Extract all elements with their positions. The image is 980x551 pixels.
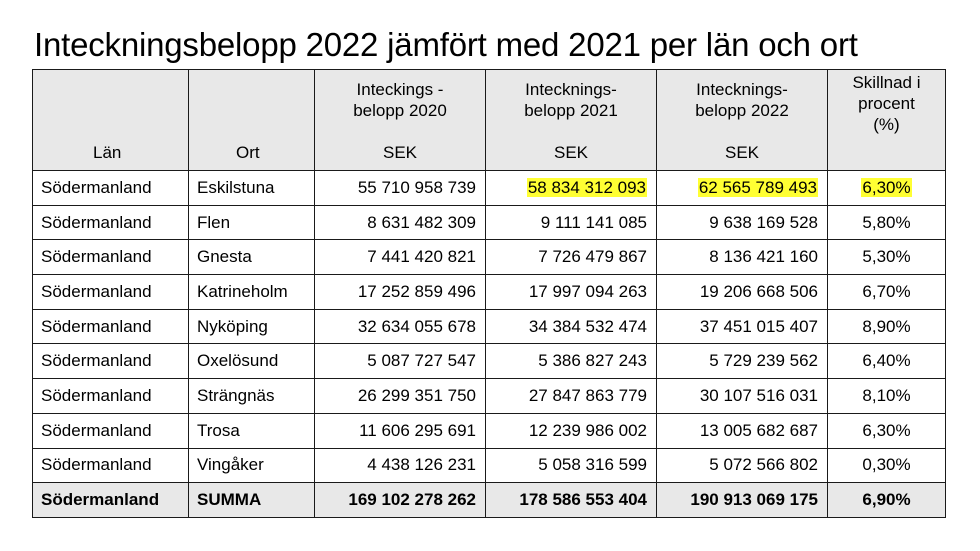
table-row: Södermanland Katrineholm 17 252 859 496 … (32, 274, 946, 310)
cell-belopp-2022: 5 072 566 802 (656, 447, 828, 484)
summary-ort: SUMMA (188, 482, 315, 518)
cell-belopp-2022: 5 729 239 562 (656, 343, 828, 380)
cell-ort: Gnesta (188, 239, 315, 276)
cell-lan: Södermanland (32, 274, 189, 310)
highlighted-value: 58 834 312 093 (526, 177, 647, 197)
header-belopp-2021-label: Intecknings- belopp 2021 (524, 80, 618, 120)
cell-belopp-2021: 5 058 316 599 (485, 447, 657, 484)
header-belopp-2022-unit: SEK (724, 143, 760, 162)
table-row: Södermanland Strängnäs 26 299 351 750 27… (32, 378, 946, 414)
highlighted-value: 6,30% (861, 177, 912, 197)
cell-skillnad: 5,30% (827, 239, 946, 276)
cell-skillnad: 8,10% (827, 378, 946, 414)
table-body: Södermanland Eskilstuna 55 710 958 739 5… (32, 170, 946, 518)
cell-lan: Södermanland (32, 239, 189, 276)
cell-lan: Södermanland (32, 170, 189, 206)
header-lan: Län (32, 69, 189, 171)
header-belopp-2020: Inteckings - belopp 2020 SEK (314, 69, 486, 171)
cell-lan: Södermanland (32, 412, 189, 449)
summary-skillnad: 6,90% (827, 482, 946, 518)
summary-row: Södermanland SUMMA 169 102 278 262 178 5… (32, 482, 946, 518)
header-skillnad-label: Skillnad i procent (%) (852, 73, 921, 134)
summary-belopp-2020: 169 102 278 262 (314, 482, 486, 518)
cell-lan: Södermanland (32, 343, 189, 380)
table-row: Södermanland Eskilstuna 55 710 958 739 5… (32, 170, 946, 206)
cell-belopp-2020: 55 710 958 739 (314, 170, 486, 206)
cell-lan: Södermanland (32, 378, 189, 414)
cell-belopp-2020: 4 438 126 231 (314, 447, 486, 484)
cell-skillnad: 6,40% (827, 343, 946, 380)
cell-ort: Vingåker (188, 447, 315, 484)
cell-belopp-2022: 9 638 169 528 (656, 204, 828, 241)
header-belopp-2020-label: Inteckings - belopp 2020 (353, 80, 447, 120)
table-row: Södermanland Vingåker 4 438 126 231 5 05… (32, 447, 946, 484)
cell-belopp-2022: 37 451 015 407 (656, 308, 828, 345)
cell-belopp-2022: 30 107 516 031 (656, 378, 828, 414)
cell-ort: Trosa (188, 412, 315, 449)
cell-ort: Eskilstuna (188, 170, 315, 206)
cell-ort: Strängnäs (188, 378, 315, 414)
cell-skillnad: 6,30% (827, 412, 946, 449)
cell-belopp-2022: 13 005 682 687 (656, 412, 828, 449)
cell-belopp-2022: 19 206 668 506 (656, 274, 828, 310)
header-belopp-2021-unit: SEK (553, 143, 589, 162)
header-ort: Ort (188, 69, 315, 171)
table-row: Södermanland Oxelösund 5 087 727 547 5 3… (32, 343, 946, 380)
cell-belopp-2021: 27 847 863 779 (485, 378, 657, 414)
header-ort-label: Ort (236, 143, 260, 162)
summary-belopp-2021: 178 586 553 404 (485, 482, 657, 518)
mortgage-table: Län Ort Inteckings - belopp 2020 SEK Int… (32, 69, 946, 518)
cell-belopp-2020: 5 087 727 547 (314, 343, 486, 380)
cell-ort: Katrineholm (188, 274, 315, 310)
cell-belopp-2020: 7 441 420 821 (314, 239, 486, 276)
header-lan-label: Län (93, 143, 122, 162)
cell-skillnad: 6,30% (827, 170, 946, 206)
table-row: Södermanland Flen 8 631 482 309 9 111 14… (32, 204, 946, 241)
header-belopp-2022: Intecknings- belopp 2022 SEK (656, 69, 828, 171)
cell-belopp-2022: 62 565 789 493 (656, 170, 828, 206)
cell-skillnad: 8,90% (827, 308, 946, 345)
cell-skillnad: 5,80% (827, 204, 946, 241)
cell-belopp-2022: 8 136 421 160 (656, 239, 828, 276)
table-row: Södermanland Trosa 11 606 295 691 12 239… (32, 412, 946, 449)
summary-belopp-2022: 190 913 069 175 (656, 482, 828, 518)
header-belopp-2020-unit: SEK (382, 143, 418, 162)
cell-lan: Södermanland (32, 204, 189, 241)
header-row: Län Ort Inteckings - belopp 2020 SEK Int… (32, 69, 946, 171)
cell-belopp-2021: 58 834 312 093 (485, 170, 657, 206)
table-row: Södermanland Nyköping 32 634 055 678 34 … (32, 308, 946, 345)
cell-belopp-2020: 11 606 295 691 (314, 412, 486, 449)
cell-skillnad: 6,70% (827, 274, 946, 310)
cell-skillnad: 0,30% (827, 447, 946, 484)
cell-belopp-2020: 32 634 055 678 (314, 308, 486, 345)
cell-ort: Oxelösund (188, 343, 315, 380)
header-belopp-2021: Intecknings- belopp 2021 SEK (485, 69, 657, 171)
summary-lan: Södermanland (32, 482, 189, 518)
cell-lan: Södermanland (32, 308, 189, 345)
cell-lan: Södermanland (32, 447, 189, 484)
header-belopp-2022-label: Intecknings- belopp 2022 (695, 80, 789, 120)
cell-belopp-2020: 26 299 351 750 (314, 378, 486, 414)
cell-belopp-2021: 34 384 532 474 (485, 308, 657, 345)
cell-ort: Nyköping (188, 308, 315, 345)
cell-belopp-2021: 17 997 094 263 (485, 274, 657, 310)
highlighted-value: 62 565 789 493 (697, 177, 818, 197)
cell-belopp-2020: 8 631 482 309 (314, 204, 486, 241)
header-skillnad: Skillnad i procent (%) (827, 69, 946, 171)
cell-belopp-2021: 12 239 986 002 (485, 412, 657, 449)
cell-belopp-2021: 7 726 479 867 (485, 239, 657, 276)
cell-ort: Flen (188, 204, 315, 241)
cell-belopp-2021: 5 386 827 243 (485, 343, 657, 380)
page-title: Inteckningsbelopp 2022 jämfört med 2021 … (34, 26, 858, 63)
cell-belopp-2020: 17 252 859 496 (314, 274, 486, 310)
cell-belopp-2021: 9 111 141 085 (485, 204, 657, 241)
table-row: Södermanland Gnesta 7 441 420 821 7 726 … (32, 239, 946, 276)
